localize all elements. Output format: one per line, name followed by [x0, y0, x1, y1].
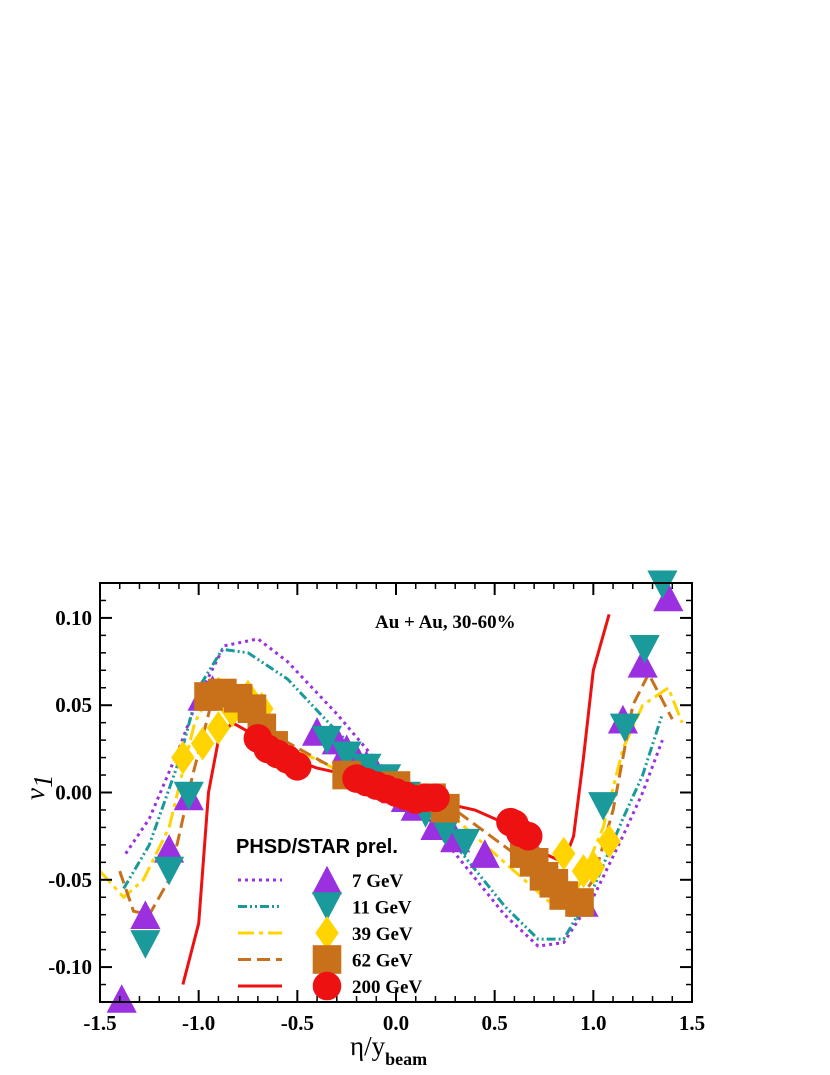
- data-point-39-gev: [581, 850, 606, 885]
- x-axis-label: η/ybeam: [350, 1031, 427, 1069]
- data-point-7-gev: [653, 582, 684, 612]
- x-tick-label: 1.0: [580, 1011, 606, 1035]
- data-point-7-gev: [153, 834, 185, 863]
- data-point-39-gev: [206, 711, 231, 745]
- axis-ticks: -1.5 -1.0 -0.5 0.0 0.5 1.0 1.5 -0.10 -0.05 0.00 0.…: [48, 583, 705, 1035]
- legend-marker-39-gev: [315, 916, 339, 950]
- data-point-11-gev: [609, 713, 640, 743]
- y-tick-label: -0.10: [48, 955, 92, 979]
- legend-marker-62-gev: [312, 945, 342, 974]
- data-point-200-gev: [283, 752, 312, 781]
- y-tick-label: -0.05: [48, 868, 92, 892]
- data-point-11-gev: [331, 741, 362, 771]
- data-point-11-gev: [588, 792, 619, 821]
- data-point-7-gev: [106, 984, 137, 1013]
- y-axis-label: v1: [20, 775, 58, 800]
- legend-label-200-gev: 200 GeV: [352, 977, 422, 998]
- data-point-11-gev: [173, 781, 204, 811]
- legend-label-7-gev: 7 GeV: [352, 871, 403, 892]
- data-point-62-gev: [565, 888, 594, 917]
- x-tick-label: -1.5: [83, 1011, 116, 1035]
- data-point-11-gev: [430, 816, 461, 846]
- legend-marker-7-gev: [311, 865, 343, 895]
- x-tick-label: 0.0: [383, 1011, 409, 1035]
- x-tick-label: 1.5: [679, 1011, 705, 1035]
- data-point-39-gev: [190, 726, 215, 761]
- data-point-11-gev: [629, 635, 660, 664]
- legend-label-62-gev: 62 GeV: [352, 951, 413, 972]
- y-tick-label: 0.10: [55, 606, 92, 630]
- data-point-7-gev: [627, 649, 658, 678]
- legend-label-39-gev: 39 GeV: [352, 924, 413, 945]
- legend-label-11-gev: 11 GeV: [352, 898, 412, 919]
- data-point-11-gev: [647, 570, 678, 600]
- x-axis-label-main: η/y: [350, 1031, 386, 1061]
- data-point-11-gev: [311, 725, 343, 755]
- series-markers: [106, 570, 684, 1013]
- data-point-7-gev: [469, 839, 500, 868]
- data-point-11-gev: [449, 828, 481, 858]
- x-axis-label-sub: beam: [385, 1049, 427, 1069]
- y-tick-label: 0.00: [55, 781, 92, 805]
- annotation: Au + Au, 30-60%: [375, 612, 516, 633]
- data-point-11-gev: [153, 856, 185, 886]
- x-tick-label: -1.0: [182, 1011, 215, 1035]
- x-tick-label: 0.5: [482, 1011, 508, 1035]
- legend-title: PHSD/STAR prel.: [236, 836, 398, 858]
- legend: PHSD/STAR prel. 7 GeV 11 GeV 39 GeV 62 GeV 2…: [236, 836, 422, 1001]
- y-tick-label: 0.05: [55, 693, 92, 717]
- data-point-39-gev: [171, 740, 195, 775]
- legend-marker-200-gev: [312, 971, 342, 1001]
- data-point-39-gev: [552, 836, 576, 871]
- y-axis-label-sub: 1: [28, 775, 58, 789]
- legend-marker-11-gev: [311, 892, 343, 921]
- data-point-200-gev: [513, 821, 543, 851]
- data-point-39-gev: [597, 824, 621, 859]
- data-point-200-gev: [421, 783, 450, 813]
- x-tick-label: -0.5: [281, 1011, 314, 1035]
- data-point-11-gev: [130, 930, 161, 959]
- y-axis-label-main: v: [20, 788, 50, 800]
- data-point-7-gev: [130, 900, 161, 930]
